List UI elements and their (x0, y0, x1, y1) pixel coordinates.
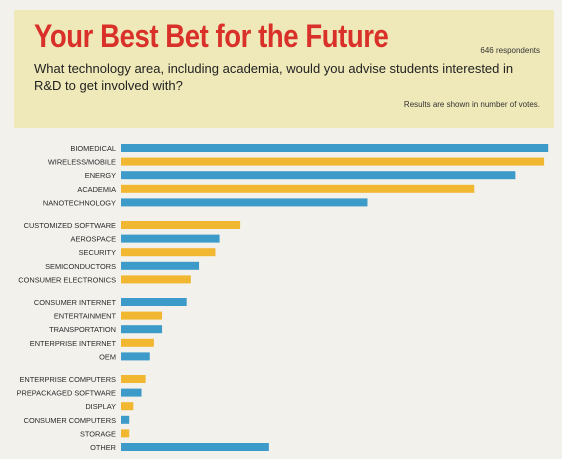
bar (121, 338, 154, 347)
bar-label: CONSUMER INTERNET (34, 298, 117, 307)
bar (121, 275, 191, 284)
bar (121, 415, 130, 424)
bar (121, 261, 200, 270)
bar (121, 375, 146, 383)
bar (121, 352, 150, 361)
bar (121, 184, 475, 193)
bar-label: BIOMEDICAL (70, 144, 116, 153)
bar-label: CUSTOMIZED SOFTWARE (24, 221, 116, 230)
bar-label: SECURITY (79, 248, 116, 257)
bar (121, 311, 163, 320)
bar-chart: BIOMEDICAL WIRELESS/MOBILE ENERGY ACADEMIA N… (17, 144, 549, 452)
bar (121, 234, 220, 243)
bar (121, 443, 269, 451)
bar (121, 198, 368, 207)
bar-label: STORAGE (80, 429, 116, 438)
bar-label: DISPLAY (85, 402, 116, 411)
bar (121, 298, 187, 306)
bar (121, 388, 142, 397)
bar (121, 248, 216, 257)
survey-question: What technology area, including academia… (34, 61, 514, 93)
bar (121, 325, 163, 334)
bar-label: AEROSPACE (71, 235, 117, 244)
bar-label: ENTERPRISE COMPUTERS (19, 375, 116, 384)
results-note: Results are shown in number of votes. (403, 100, 540, 109)
bar-label: TRANSPORTATION (49, 325, 116, 334)
bar-label: NANOTECHNOLOGY (43, 198, 116, 207)
bar (121, 171, 516, 180)
respondents-count: 646 respondents (480, 46, 540, 55)
bar-label: CONSUMER COMPUTERS (24, 416, 116, 425)
bar-label: PREPACKAGED SOFTWARE (17, 389, 116, 398)
chart-title: Your Best Bet for the Future (34, 18, 389, 54)
bar-label: ENTERTAINMENT (54, 312, 117, 321)
bar (121, 144, 549, 152)
chart-header: Your Best Bet for the Future 646 respond… (14, 10, 554, 128)
bar-label: CONSUMER ELECTRONICS (18, 275, 116, 284)
bar-label: ACADEMIA (77, 185, 116, 194)
bar-label: ENERGY (85, 171, 116, 180)
bar-label: OEM (99, 352, 116, 361)
bar-label: OTHER (90, 443, 116, 452)
bar (121, 429, 130, 438)
bar (121, 402, 134, 411)
bar (121, 157, 545, 166)
bar-label: ENTERPRISE INTERNET (30, 339, 117, 348)
bar-label: WIRELESS/MOBILE (48, 158, 116, 167)
bar (121, 221, 241, 229)
bar-label: SEMICONDUCTORS (45, 262, 116, 271)
